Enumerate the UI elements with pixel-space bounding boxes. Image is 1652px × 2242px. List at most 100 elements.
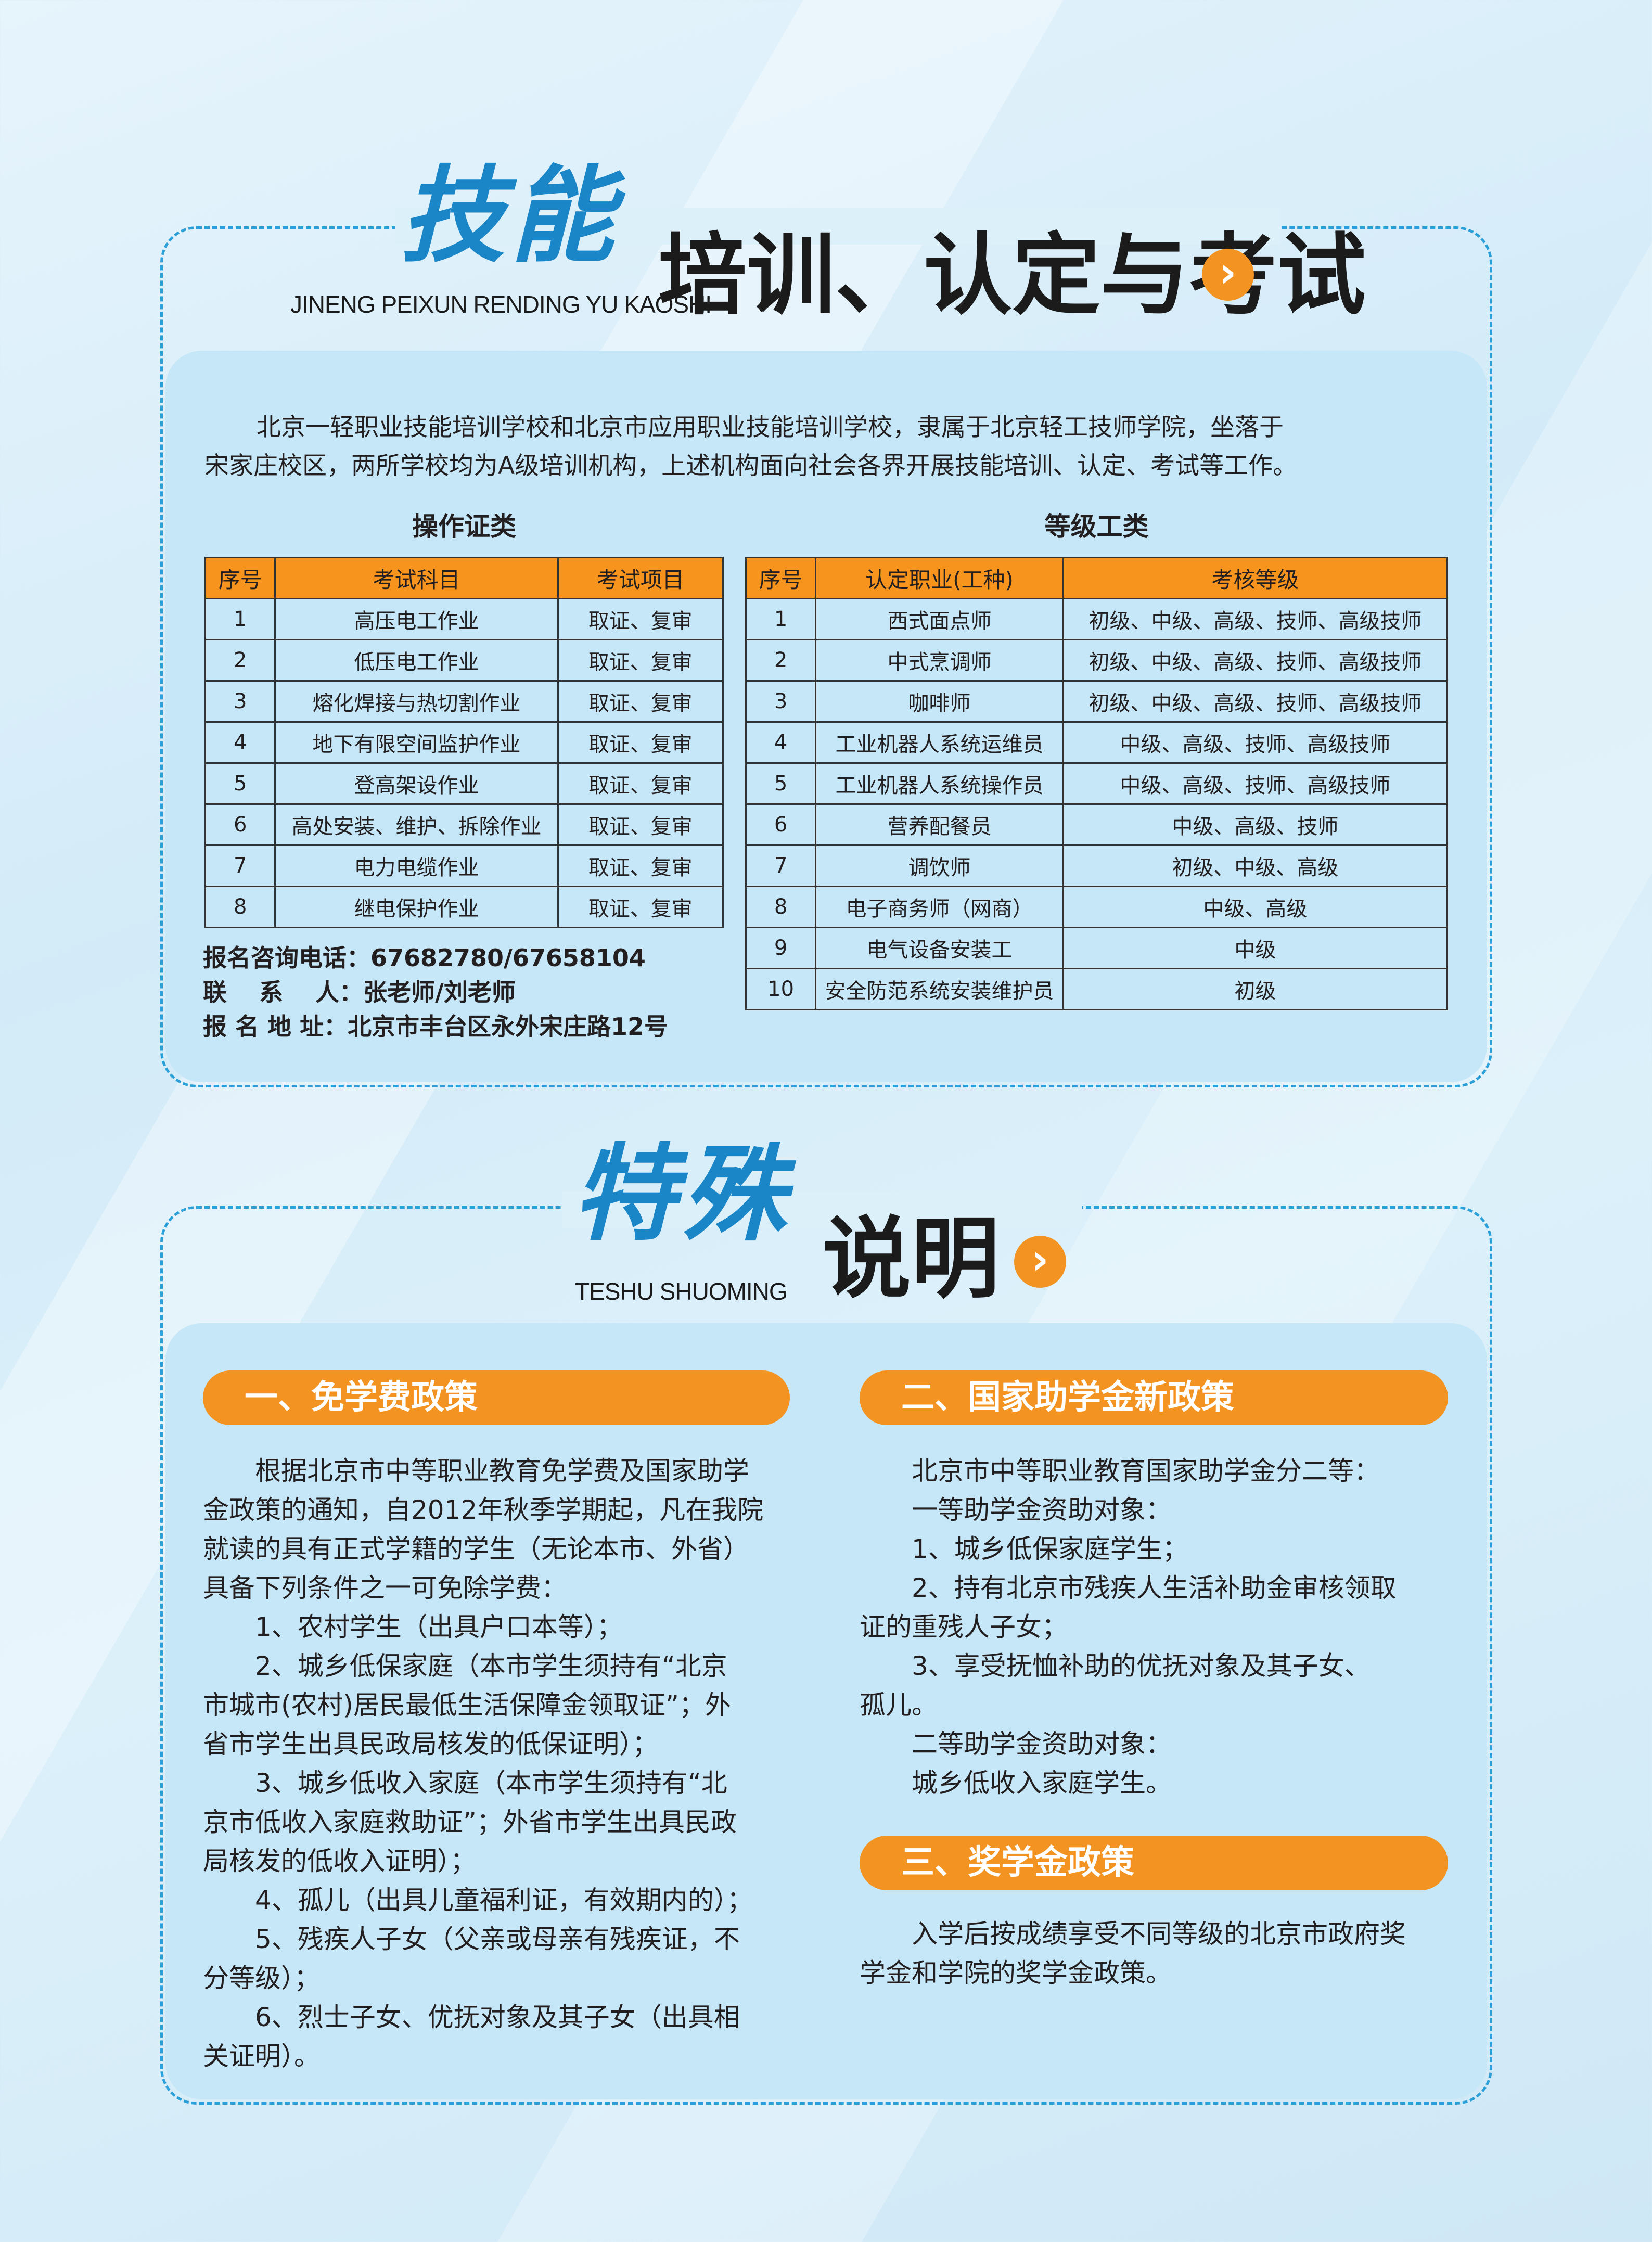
policy-line: 局核发的低收入证明）； bbox=[203, 1846, 476, 1876]
table-row: 3 熔化焊接与热切割作业 取证、复审 bbox=[204, 680, 724, 723]
contact-label: 报名咨询电话： bbox=[203, 944, 370, 972]
table-cell: 中级、高级、技师、高级技师 bbox=[1062, 762, 1449, 805]
policy-line: 证的重残人子女； bbox=[860, 1612, 1068, 1642]
policy-line: 关证明）。 bbox=[203, 2041, 320, 2071]
contact-label: 报 名 地 址： bbox=[203, 1013, 348, 1041]
table-cell: 5 bbox=[204, 762, 276, 805]
policy-line: 根据北京市中等职业教育免学费及国家助学 bbox=[255, 1456, 749, 1486]
table-row: 10 安全防范系统安装维护员 初级 bbox=[745, 968, 1449, 1010]
policy1-body: 根据北京市中等职业教育免学费及国家助学 金政策的通知，自2012年秋季学期起，凡在… bbox=[203, 1452, 791, 2076]
table-row: 5 登高架设作业 取证、复审 bbox=[204, 762, 724, 805]
table-cell: 低压电工作业 bbox=[274, 639, 559, 682]
policy-line: 北京市中等职业教育国家助学金分二等： bbox=[912, 1456, 1380, 1486]
table-cell: 4 bbox=[745, 721, 817, 764]
contact-value: 67682780/67658104 bbox=[370, 944, 646, 972]
contact-info: 报名咨询电话：67682780/67658104 联 系 人：张老师/刘老师 报… bbox=[203, 941, 668, 1044]
table-cell: 1 bbox=[204, 598, 276, 640]
header-cell: 考试项目 bbox=[557, 557, 724, 599]
header-cell: 考核等级 bbox=[1062, 557, 1449, 599]
section1-title-main: 培训、认定与考试 bbox=[658, 224, 1366, 327]
table-cell: 5 bbox=[745, 762, 817, 805]
operation-certificate-table: 序号 考试科目 考试项目 1 高压电工作业 取证、复审 2 低压电工作业 取证、复审 3 熔化焊接… bbox=[204, 557, 724, 928]
table-cell: 3 bbox=[204, 680, 276, 723]
table-cell: 10 bbox=[745, 968, 817, 1010]
table-cell: 电力电缆作业 bbox=[274, 844, 559, 887]
table-cell: 中级、高级、技师 bbox=[1062, 803, 1449, 846]
contact-person: 联 系 人：张老师/刘老师 bbox=[203, 975, 668, 1009]
table-cell: 初级 bbox=[1062, 968, 1449, 1010]
header-cell: 考试科目 bbox=[274, 557, 559, 599]
section1-title-script: 技能 bbox=[401, 155, 620, 277]
title-mask bbox=[395, 208, 1280, 245]
policy-line: 分等级）； bbox=[203, 1963, 320, 1993]
table-cell: 中级 bbox=[1062, 927, 1449, 969]
table-cell: 取证、复审 bbox=[557, 803, 724, 846]
section1-title-pinyin: JINENG PEIXUN RENDING YU KAOSHI bbox=[290, 291, 712, 318]
table-row: 4 工业机器人系统运维员 中级、高级、技师、高级技师 bbox=[745, 721, 1449, 764]
table-cell: 继电保护作业 bbox=[274, 886, 559, 928]
policy-line: 6、烈士子女、优抚对象及其子女（出具相 bbox=[255, 2002, 740, 2032]
chevron-right-icon: › bbox=[1202, 249, 1254, 301]
table-cell: 调饮师 bbox=[815, 844, 1064, 887]
table-cell: 登高架设作业 bbox=[274, 762, 559, 805]
contact-value: 张老师/刘老师 bbox=[363, 978, 516, 1006]
policy3-body: 入学后按成绩享受不同等级的北京市政府奖 学金和学院的奖学金政策。 bbox=[860, 1915, 1448, 1993]
table-cell: 地下有限空间监护作业 bbox=[274, 721, 559, 764]
policy-line: 1、城乡低保家庭学生； bbox=[912, 1534, 1188, 1564]
table-cell: 电气设备安装工 bbox=[815, 927, 1064, 969]
right-table-caption: 等级工类 bbox=[1044, 511, 1149, 542]
table-cell: 6 bbox=[204, 803, 276, 846]
policy-line: 京市低收入家庭救助证”；外省市学生出具民政 bbox=[203, 1807, 737, 1837]
table-cell: 2 bbox=[745, 639, 817, 682]
policy-line: 二等助学金资助对象： bbox=[912, 1729, 1172, 1759]
table-row: 7 电力电缆作业 取证、复审 bbox=[204, 844, 724, 887]
contact-phone: 报名咨询电话：67682780/67658104 bbox=[203, 941, 668, 975]
table-cell: 取证、复审 bbox=[557, 762, 724, 805]
policy-line: 3、享受抚恤补助的优抚对象及其子女、 bbox=[912, 1651, 1371, 1681]
table-row: 3 咖啡师 初级、中级、高级、技师、高级技师 bbox=[745, 680, 1449, 723]
table-row: 1 西式面点师 初级、中级、高级、技师、高级技师 bbox=[745, 598, 1449, 640]
table-cell: 2 bbox=[204, 639, 276, 682]
table-cell: 熔化焊接与热切割作业 bbox=[274, 680, 559, 723]
policy3-title: 三、奖学金政策 bbox=[860, 1836, 1448, 1890]
section2-title-pinyin: TESHU SHUOMING bbox=[575, 1278, 788, 1305]
table-cell: 中级、高级 bbox=[1062, 886, 1449, 928]
contact-label: 联 系 人： bbox=[203, 978, 364, 1006]
table-cell: 营养配餐员 bbox=[815, 803, 1064, 846]
table-cell: 取证、复审 bbox=[557, 680, 724, 723]
table-row: 6 营养配餐员 中级、高级、技师 bbox=[745, 803, 1449, 846]
policy-line: 5、残疾人子女（父亲或母亲有残疾证，不 bbox=[255, 1924, 740, 1954]
section1-intro: 北京一轻职业技能培训学校和北京市应用职业技能培训学校，隶属于北京轻工技师学院，坐… bbox=[204, 408, 1453, 485]
policy1-title: 一、免学费政策 bbox=[203, 1370, 790, 1425]
header-cell: 认定职业(工种) bbox=[815, 557, 1064, 599]
table-cell: 取证、复审 bbox=[557, 598, 724, 640]
table-cell: 4 bbox=[204, 721, 276, 764]
policy-line: 3、城乡低收入家庭（本市学生须持有“北 bbox=[255, 1768, 727, 1798]
table-row: 8 电子商务师（网商） 中级、高级 bbox=[745, 886, 1449, 928]
table-cell: 初级、中级、高级、技师、高级技师 bbox=[1062, 598, 1449, 640]
policy-line: 2、城乡低保家庭（本市学生须持有“北京 bbox=[255, 1651, 727, 1681]
left-table-caption: 操作证类 bbox=[412, 511, 516, 542]
policy-line: 4、孤儿（出具儿童福利证，有效期内的）； bbox=[255, 1885, 753, 1915]
table-row: 4 地下有限空间监护作业 取证、复审 bbox=[204, 721, 724, 764]
table-cell: 6 bbox=[745, 803, 817, 846]
contact-value: 北京市丰台区永外宋庄路12号 bbox=[348, 1013, 669, 1041]
policy-line: 学金和学院的奖学金政策。 bbox=[860, 1958, 1172, 1988]
policy-line: 就读的具有正式学籍的学生（无论本市、外省） bbox=[203, 1534, 749, 1564]
table-row: 2 中式烹调师 初级、中级、高级、技师、高级技师 bbox=[745, 639, 1449, 682]
table-cell: 3 bbox=[745, 680, 817, 723]
table-cell: 咖啡师 bbox=[815, 680, 1064, 723]
policy-line: 孤儿。 bbox=[860, 1690, 938, 1720]
header-cell: 序号 bbox=[745, 557, 817, 599]
table-cell: 取证、复审 bbox=[557, 886, 724, 928]
table-cell: 1 bbox=[745, 598, 817, 640]
section2-title-script: 特殊 bbox=[572, 1133, 791, 1255]
policy-line: 一等助学金资助对象： bbox=[912, 1495, 1172, 1525]
policy2-body: 北京市中等职业教育国家助学金分二等： 一等助学金资助对象： 1、城乡低保家庭学生； 2… bbox=[860, 1452, 1448, 1803]
title-mask bbox=[562, 1192, 1082, 1228]
table-cell: 初级、中级、高级、技师、高级技师 bbox=[1062, 680, 1449, 723]
table-row: 5 工业机器人系统操作员 中级、高级、技师、高级技师 bbox=[745, 762, 1449, 805]
policy-line: 省市学生出具民政局核发的低保证明）； bbox=[203, 1729, 658, 1759]
skill-level-table: 序号 认定职业(工种) 考核等级 1 西式面点师 初级、中级、高级、技师、高级技师 2 中式… bbox=[745, 557, 1449, 1010]
policy-line: 1、农村学生（出具户口本等）； bbox=[255, 1612, 623, 1642]
